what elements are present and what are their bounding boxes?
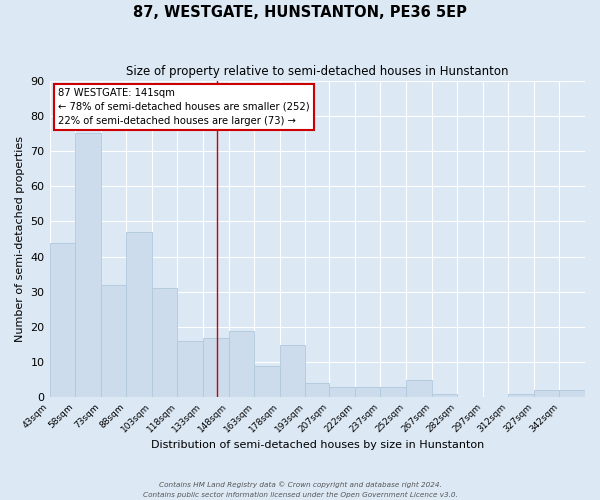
Bar: [229, 330, 254, 398]
Bar: [101, 285, 126, 398]
Bar: [126, 232, 152, 398]
X-axis label: Distribution of semi-detached houses by size in Hunstanton: Distribution of semi-detached houses by …: [151, 440, 484, 450]
Y-axis label: Number of semi-detached properties: Number of semi-detached properties: [15, 136, 25, 342]
Bar: [178, 341, 203, 398]
Bar: [50, 242, 75, 398]
Bar: [203, 338, 229, 398]
Text: 87, WESTGATE, HUNSTANTON, PE36 5EP: 87, WESTGATE, HUNSTANTON, PE36 5EP: [133, 5, 467, 20]
Bar: [431, 394, 457, 398]
Text: Contains HM Land Registry data © Crown copyright and database right 2024.
Contai: Contains HM Land Registry data © Crown c…: [143, 482, 457, 498]
Bar: [559, 390, 585, 398]
Bar: [329, 387, 355, 398]
Bar: [254, 366, 280, 398]
Title: Size of property relative to semi-detached houses in Hunstanton: Size of property relative to semi-detach…: [126, 65, 509, 78]
Bar: [406, 380, 431, 398]
Text: 87 WESTGATE: 141sqm
← 78% of semi-detached houses are smaller (252)
22% of semi-: 87 WESTGATE: 141sqm ← 78% of semi-detach…: [58, 88, 310, 126]
Bar: [534, 390, 559, 398]
Bar: [305, 384, 329, 398]
Bar: [152, 288, 178, 398]
Bar: [508, 394, 534, 398]
Bar: [355, 387, 380, 398]
Bar: [75, 134, 101, 398]
Bar: [280, 344, 305, 398]
Bar: [380, 387, 406, 398]
